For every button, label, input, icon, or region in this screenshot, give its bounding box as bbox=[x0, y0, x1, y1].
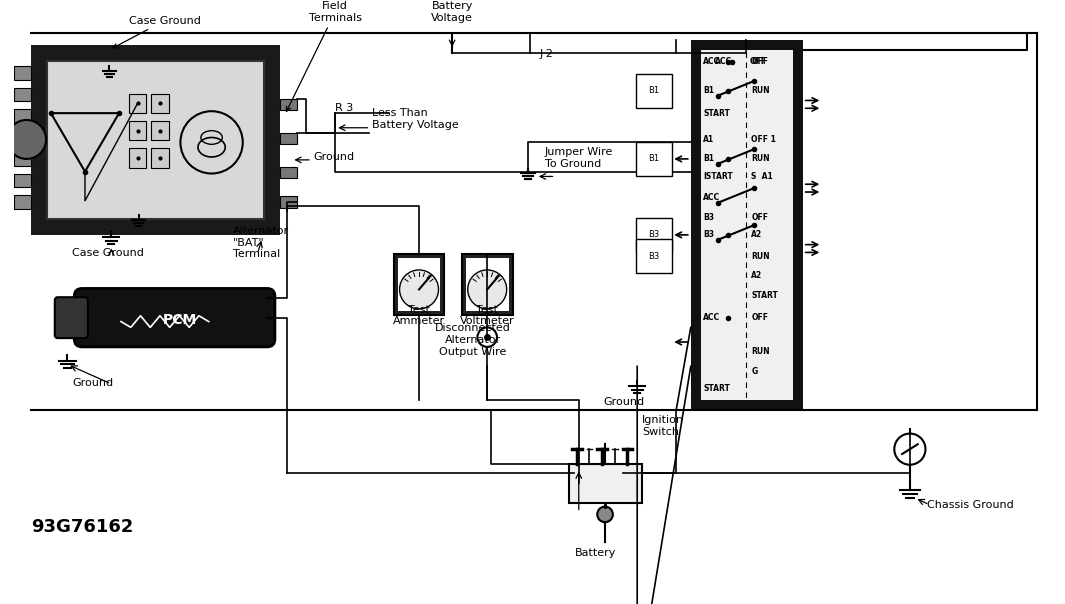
Bar bbox=[14, 195, 31, 208]
Bar bbox=[47, 60, 264, 219]
Text: B3: B3 bbox=[649, 230, 659, 239]
Text: A2: A2 bbox=[751, 230, 763, 239]
Bar bbox=[569, 464, 642, 503]
Text: START: START bbox=[751, 291, 779, 300]
Text: 93G76162: 93G76162 bbox=[31, 518, 134, 536]
Bar bbox=[280, 133, 297, 144]
Text: Case Ground: Case Ground bbox=[72, 248, 144, 259]
Bar bbox=[462, 254, 512, 315]
Text: Alternator
"BAT"
Terminal: Alternator "BAT" Terminal bbox=[233, 226, 289, 259]
Text: B1: B1 bbox=[703, 155, 715, 164]
Text: Battery
Voltage: Battery Voltage bbox=[431, 1, 473, 22]
Bar bbox=[151, 148, 168, 168]
Text: OFF: OFF bbox=[751, 57, 768, 66]
Text: OFF: OFF bbox=[751, 313, 768, 322]
Text: Ground: Ground bbox=[603, 397, 644, 407]
Bar bbox=[129, 121, 146, 140]
Bar bbox=[280, 196, 297, 208]
Bar bbox=[14, 109, 31, 123]
Text: R 3: R 3 bbox=[335, 103, 354, 113]
Text: Test
Ammeter: Test Ammeter bbox=[393, 305, 445, 327]
Bar bbox=[465, 259, 509, 311]
Circle shape bbox=[477, 327, 497, 347]
Bar bbox=[14, 88, 31, 101]
Text: B3: B3 bbox=[703, 230, 715, 239]
Text: OFF: OFF bbox=[749, 57, 766, 66]
Text: B3: B3 bbox=[649, 252, 659, 261]
Circle shape bbox=[7, 120, 46, 159]
Text: RUN: RUN bbox=[751, 347, 770, 356]
Circle shape bbox=[597, 507, 612, 522]
Text: START: START bbox=[703, 109, 731, 118]
Bar bbox=[129, 94, 146, 113]
Text: Ignition
Switch: Ignition Switch bbox=[642, 415, 684, 437]
Text: A1: A1 bbox=[703, 135, 715, 144]
Text: Ground: Ground bbox=[314, 152, 355, 162]
Text: Ground: Ground bbox=[72, 378, 114, 388]
Text: OFF: OFF bbox=[751, 213, 768, 222]
Text: ACC: ACC bbox=[703, 57, 721, 66]
Bar bbox=[129, 148, 146, 168]
Text: RUN: RUN bbox=[751, 86, 770, 95]
Bar bbox=[151, 121, 168, 140]
FancyBboxPatch shape bbox=[54, 297, 88, 338]
Bar bbox=[280, 167, 297, 178]
Text: G: G bbox=[751, 367, 757, 376]
FancyBboxPatch shape bbox=[75, 289, 275, 347]
Text: Chassis Ground: Chassis Ground bbox=[928, 500, 1014, 510]
Text: J 2: J 2 bbox=[540, 49, 554, 59]
Bar bbox=[280, 98, 297, 110]
Text: ACC: ACC bbox=[703, 193, 721, 202]
Bar bbox=[14, 66, 31, 80]
Bar bbox=[14, 130, 31, 144]
Text: OFF 1: OFF 1 bbox=[751, 135, 776, 144]
Text: START: START bbox=[703, 384, 731, 393]
Text: ACC: ACC bbox=[703, 313, 721, 322]
Bar bbox=[701, 50, 793, 400]
Text: Field
Terminals: Field Terminals bbox=[286, 1, 362, 111]
Text: Case Ground: Case Ground bbox=[113, 16, 201, 48]
Bar bbox=[397, 259, 441, 311]
Bar bbox=[31, 45, 280, 235]
Text: B1: B1 bbox=[703, 86, 715, 95]
Text: B1: B1 bbox=[649, 155, 659, 164]
Bar bbox=[691, 40, 803, 410]
Bar bbox=[14, 152, 31, 165]
Bar bbox=[14, 173, 31, 187]
Text: PCM: PCM bbox=[162, 312, 197, 327]
Text: ISTART: ISTART bbox=[703, 172, 733, 181]
Circle shape bbox=[468, 270, 507, 309]
Circle shape bbox=[399, 270, 439, 309]
Text: Disconnected
Alternator
Output Wire: Disconnected Alternator Output Wire bbox=[435, 324, 510, 357]
Text: RUN: RUN bbox=[751, 155, 770, 164]
Text: Less Than
Battery Voltage: Less Than Battery Voltage bbox=[373, 108, 459, 130]
Text: Battery: Battery bbox=[575, 548, 616, 558]
Text: B1: B1 bbox=[649, 86, 659, 95]
Bar bbox=[151, 94, 168, 113]
Text: S  A1: S A1 bbox=[751, 172, 773, 181]
Text: Test
Voltmeter: Test Voltmeter bbox=[460, 305, 514, 327]
Text: ACC: ACC bbox=[715, 57, 733, 66]
Text: B3: B3 bbox=[703, 213, 715, 222]
Bar bbox=[394, 254, 444, 315]
Text: Jumper Wire
To Ground: Jumper Wire To Ground bbox=[544, 147, 613, 169]
Text: A2: A2 bbox=[751, 271, 763, 280]
Text: RUN: RUN bbox=[751, 252, 770, 261]
